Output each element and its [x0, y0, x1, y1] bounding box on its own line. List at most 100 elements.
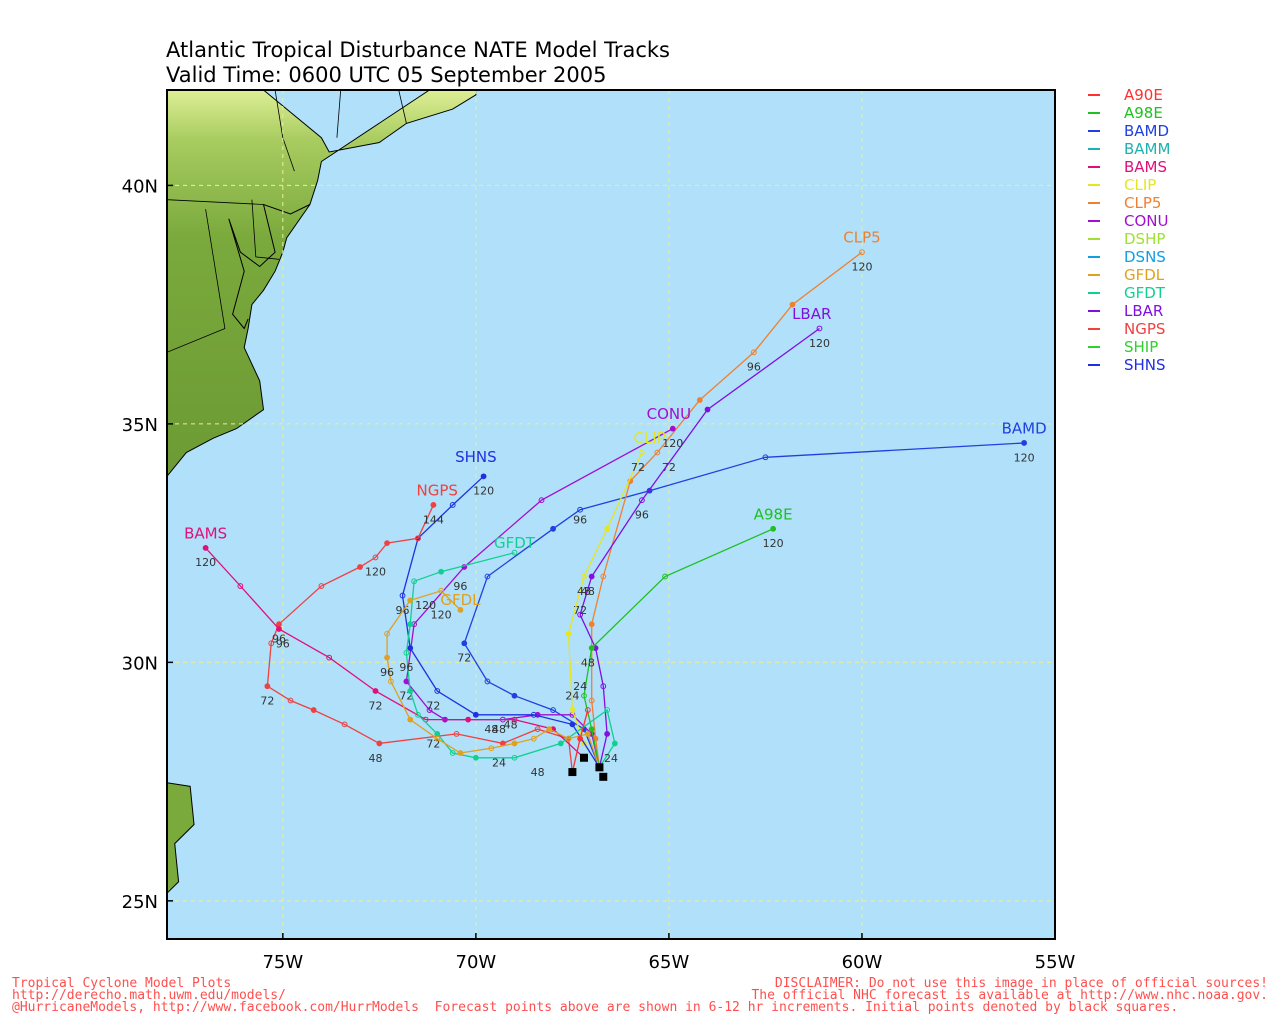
footer-site-url[interactable]: http://derecho.math.uwm.edu/models/ — [12, 988, 286, 1003]
lat-label: 30N — [122, 653, 158, 674]
forecast-point — [638, 449, 645, 456]
hour-label: 24 — [492, 757, 506, 770]
forecast-point — [789, 301, 796, 308]
hour-label: 72 — [631, 461, 645, 474]
legend-item-a90e: A90E — [1088, 86, 1170, 104]
legend-swatch — [1088, 184, 1100, 186]
legend-label: CLIP — [1124, 176, 1157, 194]
us-east-coast-land — [167, 90, 488, 477]
forecast-point — [577, 735, 584, 742]
forecast-point — [276, 621, 282, 628]
legend-item-dshp: DSHP — [1088, 230, 1170, 248]
legend-swatch — [1088, 292, 1100, 294]
legend-label: A90E — [1124, 86, 1163, 104]
forecast-point — [403, 649, 410, 656]
legend-label: DSHP — [1124, 230, 1166, 248]
lat-label: 25N — [122, 892, 158, 913]
forecast-point — [511, 692, 518, 699]
hour-label: 24 — [573, 680, 587, 693]
legend-item-bamm: BAMM — [1088, 140, 1170, 158]
forecast-point — [511, 754, 518, 761]
track-end-label: SHNS — [455, 448, 497, 466]
legend-label: BAMM — [1124, 140, 1171, 158]
forecast-point — [376, 740, 383, 747]
forecast-point — [287, 697, 294, 704]
forecast-point — [816, 325, 823, 332]
hour-label: 120 — [473, 485, 494, 498]
legend-item-gfdl: GFDL — [1088, 266, 1170, 284]
legend-label: CONU — [1124, 212, 1169, 230]
footer-disclaimer: DISCLAIMER: Do not use this image in pla… — [751, 976, 1268, 1003]
hour-label: 72 — [457, 652, 471, 665]
forecast-point — [341, 721, 348, 728]
forecast-point — [669, 425, 676, 432]
legend-label: GFDL — [1124, 266, 1165, 284]
forecast-point — [565, 630, 572, 637]
hour-label: 24 — [565, 690, 579, 703]
forecast-point — [472, 711, 479, 718]
forecast-point — [770, 525, 777, 532]
track-line — [266, 504, 574, 773]
hour-label: 120 — [431, 609, 452, 622]
forecast-point — [581, 692, 587, 699]
forecast-point — [604, 731, 611, 737]
lat-label: 35N — [122, 415, 158, 436]
hour-label: 96 — [747, 361, 761, 374]
forecast-point — [202, 544, 209, 551]
hour-label: 24 — [604, 752, 618, 765]
track-line — [583, 528, 774, 768]
initial-point-square — [579, 753, 588, 762]
forecast-point — [407, 716, 414, 723]
initial-point-square — [599, 772, 608, 781]
forecast-point — [654, 449, 661, 456]
forecast-point — [434, 688, 441, 694]
lon-label: 55W — [1035, 952, 1076, 973]
track-bams: 72 96 120 BAMS — [184, 524, 587, 761]
forecast-point — [584, 731, 591, 737]
legend-swatch — [1088, 94, 1100, 96]
legend-swatch — [1088, 202, 1100, 204]
forecast-point — [577, 611, 584, 618]
legend-swatch — [1088, 238, 1100, 240]
disclaimer-line-2: The official NHC forecast is available a… — [751, 988, 1268, 1003]
forecast-point — [449, 750, 456, 756]
initial-point-square — [568, 768, 577, 777]
forecast-point — [399, 592, 406, 599]
hour-label: 48 — [531, 766, 545, 779]
title-line-2: Valid Time: 0600 UTC 05 September 2005 — [166, 63, 607, 87]
forecast-point — [407, 597, 414, 604]
hour-label: 72 — [573, 604, 587, 617]
model-legend: A90E A98E BAMD BAMM BAMS CLIP CLP5 CONU DSHP DSNS… — [1088, 86, 1170, 374]
state-border — [398, 90, 407, 124]
legend-label: LBAR — [1124, 302, 1164, 320]
legend-item-bamd: BAMD — [1088, 122, 1170, 140]
legend-swatch — [1088, 346, 1100, 348]
hour-label: 96 — [573, 513, 587, 526]
forecast-point — [750, 349, 757, 356]
disclaimer-line-1: DISCLAIMER: Do not use this image in pla… — [774, 976, 1268, 991]
forecast-point — [426, 707, 433, 713]
legend-swatch — [1088, 310, 1100, 312]
legend-swatch — [1088, 148, 1100, 150]
forecast-point — [600, 683, 607, 690]
track-shns: 48 72 96 120 SHNS — [396, 448, 603, 771]
legend-label: DSNS — [1124, 248, 1166, 266]
track-ngps: 48 72 96 120 144 NGPS — [260, 481, 576, 775]
forecast-point — [372, 688, 379, 694]
track-end-label: LBAR — [792, 305, 831, 323]
track-line — [463, 442, 1025, 768]
forecast-point — [480, 473, 487, 480]
hour-label: 120 — [1014, 451, 1035, 464]
forecast-point — [465, 716, 472, 723]
forecast-point — [318, 583, 325, 589]
track-end-label: CLP5 — [843, 229, 880, 247]
hour-label: 120 — [195, 556, 216, 569]
forecast-point — [550, 525, 556, 532]
legend-item-conu: CONU — [1088, 212, 1170, 230]
legend-label: GFDT — [1124, 284, 1165, 302]
forecast-point — [696, 397, 703, 403]
lat-label: 40N — [122, 176, 158, 197]
forecast-point — [388, 678, 394, 685]
legend-label: CLP5 — [1124, 194, 1162, 212]
